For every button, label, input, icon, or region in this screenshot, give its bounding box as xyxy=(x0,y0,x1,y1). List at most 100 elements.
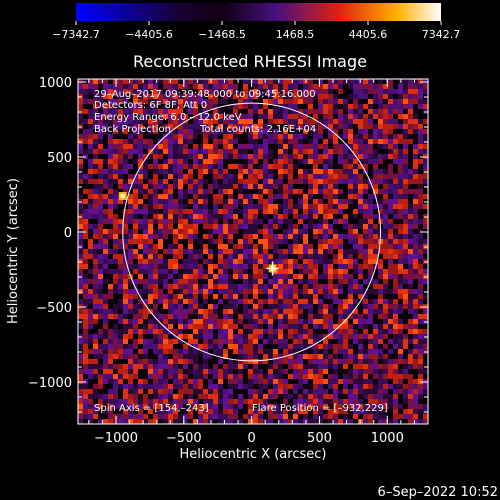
heatmap-cell xyxy=(213,404,218,409)
heatmap-cell xyxy=(218,369,223,374)
heatmap-cell xyxy=(228,149,233,154)
heatmap-cell xyxy=(148,94,153,99)
heatmap-cell xyxy=(388,309,393,314)
heatmap-cell xyxy=(183,344,188,349)
heatmap-cell xyxy=(218,184,223,189)
heatmap-cell xyxy=(183,179,188,184)
heatmap-cell xyxy=(303,409,308,414)
heatmap-cell xyxy=(118,244,123,249)
heatmap-cell xyxy=(203,389,208,394)
heatmap-cell xyxy=(188,109,193,114)
heatmap-cell xyxy=(278,224,283,229)
heatmap-cell xyxy=(373,84,378,89)
heatmap-cell xyxy=(138,389,143,394)
heatmap-cell xyxy=(178,414,183,419)
heatmap-cell xyxy=(393,174,398,179)
heatmap-cell xyxy=(408,254,413,259)
heatmap-cell xyxy=(88,244,93,249)
heatmap-cell xyxy=(378,384,383,389)
heatmap-cell xyxy=(158,384,163,389)
heatmap-cell xyxy=(203,79,208,84)
heatmap-cell xyxy=(133,149,138,154)
heatmap-cell xyxy=(278,329,283,334)
heatmap-cell xyxy=(268,189,273,194)
heatmap-cell xyxy=(88,149,93,154)
heatmap-cell xyxy=(238,369,243,374)
heatmap-cell xyxy=(208,409,213,414)
heatmap-cell xyxy=(138,149,143,154)
heatmap-cell xyxy=(103,219,108,224)
heatmap-cell xyxy=(173,129,178,134)
heatmap-cell xyxy=(218,229,223,234)
heatmap-cell xyxy=(168,259,173,264)
heatmap-cell xyxy=(228,104,233,109)
heatmap-cell xyxy=(378,389,383,394)
heatmap-cell xyxy=(288,174,293,179)
heatmap-cell xyxy=(98,94,103,99)
heatmap-cell xyxy=(78,249,83,254)
heatmap-cell xyxy=(373,164,378,169)
heatmap-cell xyxy=(113,314,118,319)
heatmap-cell xyxy=(198,289,203,294)
heatmap-cell xyxy=(118,414,123,419)
heatmap-cell xyxy=(198,409,203,414)
heatmap-cell xyxy=(343,179,348,184)
heatmap-cell xyxy=(273,119,278,124)
heatmap-cell xyxy=(373,204,378,209)
heatmap-cell xyxy=(153,364,158,369)
heatmap-cell xyxy=(383,284,388,289)
heatmap-cell xyxy=(143,284,148,289)
heatmap-cell xyxy=(258,124,263,129)
heatmap-cell xyxy=(103,344,108,349)
heatmap-cell xyxy=(343,174,348,179)
heatmap-cell xyxy=(103,309,108,314)
annotation-total-counts: Total counts: 2.16E+04 xyxy=(199,124,316,135)
heatmap-cells xyxy=(78,79,428,424)
heatmap-cell xyxy=(153,124,158,129)
heatmap-cell xyxy=(143,109,148,114)
heatmap-cell xyxy=(323,214,328,219)
heatmap-cell xyxy=(323,234,328,239)
heatmap-cell xyxy=(123,229,128,234)
heatmap-cell xyxy=(103,369,108,374)
heatmap-cell xyxy=(83,329,88,334)
heatmap-cell xyxy=(228,284,233,289)
heatmap-cell xyxy=(298,274,303,279)
heatmap-cell xyxy=(138,384,143,389)
heatmap-cell xyxy=(288,144,293,149)
heatmap-cell xyxy=(273,354,278,359)
heatmap-cell xyxy=(388,324,393,329)
heatmap-cell xyxy=(298,354,303,359)
heatmap-cell xyxy=(93,354,98,359)
heatmap-cell xyxy=(313,414,318,419)
heatmap-cell xyxy=(98,394,103,399)
heatmap-cell xyxy=(258,189,263,194)
heatmap-cell xyxy=(78,194,83,199)
heatmap-cell xyxy=(388,199,393,204)
heatmap-cell xyxy=(163,84,168,89)
heatmap-cell xyxy=(368,254,373,259)
heatmap-cell xyxy=(288,109,293,114)
heatmap-cell xyxy=(403,369,408,374)
heatmap-cell xyxy=(418,284,423,289)
heatmap-cell xyxy=(313,324,318,329)
heatmap-cell xyxy=(93,134,98,139)
heatmap-cell xyxy=(403,114,408,119)
heatmap-cell xyxy=(278,294,283,299)
heatmap-cell xyxy=(368,184,373,189)
heatmap-cell xyxy=(333,199,338,204)
heatmap-cell xyxy=(108,344,113,349)
heatmap-cell xyxy=(323,394,328,399)
heatmap-cell xyxy=(158,244,163,249)
heatmap-cell xyxy=(403,169,408,174)
heatmap-cell xyxy=(123,284,128,289)
heatmap-cell xyxy=(88,144,93,149)
heatmap-cell xyxy=(173,419,178,424)
heatmap-cell xyxy=(388,289,393,294)
heatmap-cell xyxy=(203,99,208,104)
heatmap-cell xyxy=(343,119,348,124)
heatmap-cell xyxy=(348,149,353,154)
colorbar-tick-label: 4405.6 xyxy=(349,28,388,41)
heatmap-cell xyxy=(323,179,328,184)
heatmap-cell xyxy=(333,244,338,249)
